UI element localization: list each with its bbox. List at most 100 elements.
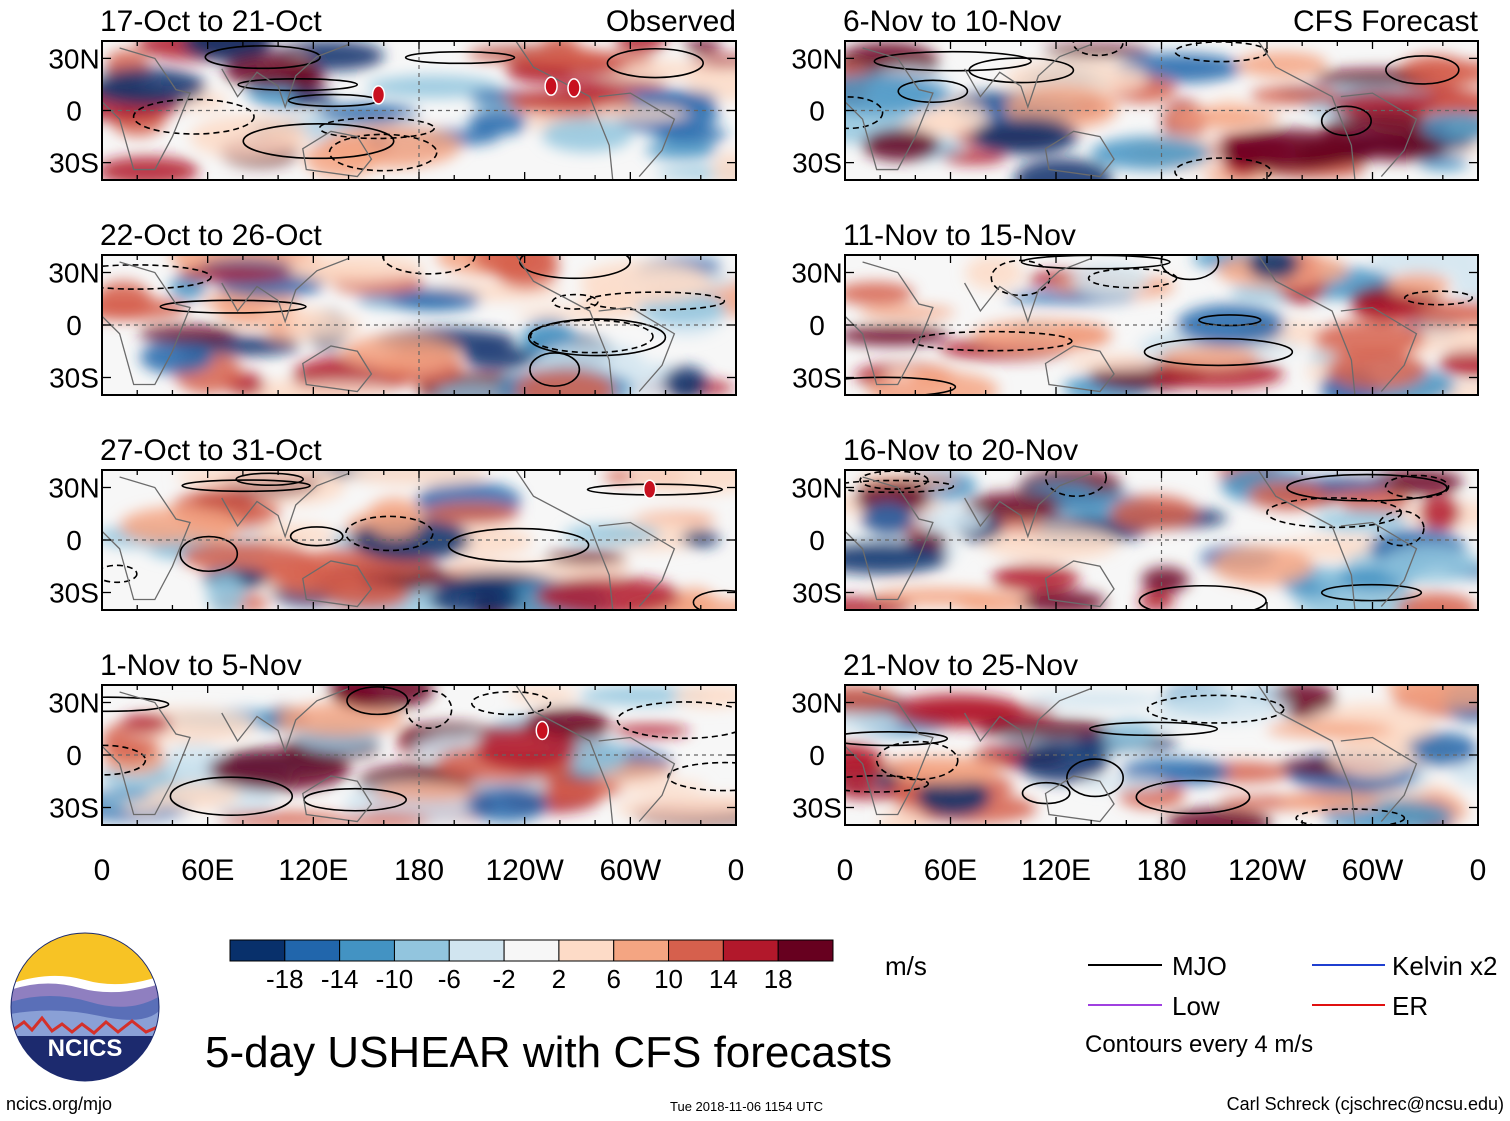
legend: MJO Kelvin x2 Low ER Contours every 4 m/…: [1085, 951, 1498, 1058]
colorbar-tick-label: -10: [376, 964, 414, 994]
y-tick-label: 30S: [792, 363, 842, 394]
panel-date-label: 27-Oct to 31-Oct: [100, 434, 322, 467]
colorbar-units: m/s: [885, 951, 927, 981]
mjo-contours: [845, 41, 1460, 180]
x-tick-label: 0: [1470, 854, 1487, 887]
y-tick-label: 30S: [792, 578, 842, 609]
coastlines: [845, 255, 1418, 395]
colorbar-tick-label: 10: [654, 964, 683, 994]
panel-1: 30N 0 30S 17-Oct to 21-Oct Observed: [48, 5, 737, 181]
panel-date-label: 1-Nov to 5-Nov: [100, 649, 302, 682]
y-tick-label: 30N: [791, 258, 842, 289]
y-tick-label: 30N: [48, 258, 99, 289]
panel-date-label: 11-Nov to 15-Nov: [843, 219, 1076, 252]
colorbar-swatch: [448, 939, 505, 962]
shading-field: [102, 255, 736, 395]
storm-marker: [567, 78, 581, 98]
column-label-left: Observed: [606, 5, 736, 38]
colorbar-swatch: [668, 939, 724, 962]
x-tick-label: 120W: [485, 854, 564, 887]
credit: Carl Schreck (cjschrec@ncsu.edu): [1226, 1094, 1504, 1114]
mjo-contours: [845, 694, 1406, 825]
legend-note: Contours every 4 m/s: [1085, 1031, 1313, 1058]
panel-5: 30N 0 30S 6-Nov to 10-Nov CFS Forecast: [791, 5, 1479, 181]
colorbar-tick-label: -14: [321, 964, 359, 994]
y-tick-label: 0: [809, 740, 825, 771]
x-tick-label: 60E: [924, 854, 977, 887]
y-tick-label: 30N: [48, 43, 99, 74]
site-url-link[interactable]: ncics.org/mjo: [6, 1094, 113, 1114]
x-tick-label: 120E: [278, 854, 348, 887]
mjo-contours: [102, 472, 736, 610]
colorbar-tick-label: 6: [606, 964, 620, 994]
colorbar-swatch: [284, 939, 341, 962]
x-tick-label: 60W: [1342, 854, 1404, 887]
y-tick-label: 30S: [49, 578, 99, 609]
colorbar-swatch: [777, 939, 834, 962]
y-tick-label: 30N: [791, 43, 842, 74]
mjo-contours: [845, 470, 1450, 610]
x-tick-label: 60E: [181, 854, 234, 887]
mjo-contours: [102, 686, 736, 816]
x-tick-label: 120W: [1228, 854, 1307, 887]
colorbar-swatch: [229, 939, 286, 962]
panel-date-label: 21-Nov to 25-Nov: [843, 649, 1078, 682]
coastlines: [102, 41, 676, 180]
colorbar-swatch: [393, 939, 450, 962]
y-tick-label: 0: [66, 740, 82, 771]
ncics-logo: NCICS: [10, 932, 160, 1082]
x-tick-label: 180: [1136, 854, 1186, 887]
panel-7: 30N 0 30S 16-Nov to 20-Nov: [791, 434, 1479, 611]
y-tick-label: 0: [809, 525, 825, 556]
page-title: 5-day USHEAR with CFS forecasts: [205, 1028, 893, 1077]
y-tick-label: 30S: [49, 793, 99, 824]
x-axis-left: 0 60E 120E 180 120W 60W 0: [94, 854, 745, 887]
colorbar-tick-label: 18: [764, 964, 793, 994]
panel-3: 30N 0 30S 27-Oct to 31-Oct: [48, 434, 737, 611]
colorbar-swatch: [503, 939, 560, 962]
x-tick-label: 0: [94, 854, 111, 887]
storm-marker: [371, 85, 386, 105]
mjo-contours: [845, 255, 1474, 395]
coastlines: [102, 470, 676, 610]
panel-date-label: 6-Nov to 10-Nov: [843, 5, 1061, 38]
shading-field: [102, 470, 736, 610]
x-tick-label: 120E: [1021, 854, 1091, 887]
y-tick-label: 0: [66, 96, 82, 127]
y-tick-label: 30S: [49, 363, 99, 394]
colorbar-tick-label: -6: [438, 964, 461, 994]
y-tick-label: 30S: [49, 148, 99, 179]
panel-date-label: 22-Oct to 26-Oct: [100, 219, 322, 252]
y-tick-label: 30S: [792, 793, 842, 824]
panel-6: 30N 0 30S 11-Nov to 15-Nov: [791, 219, 1479, 396]
x-tick-label: 0: [728, 854, 745, 887]
shading-field: [102, 41, 736, 180]
colorbar-swatch: [613, 939, 670, 962]
coastlines: [102, 685, 676, 825]
panel-8: 30N 0 30S 21-Nov to 25-Nov: [791, 649, 1479, 826]
legend-label-kelvin: Kelvin x2: [1392, 951, 1498, 981]
coastlines: [102, 255, 676, 395]
y-tick-label: 0: [809, 310, 825, 341]
panel-4: 30N 0 30S 1-Nov to 5-Nov: [48, 649, 737, 826]
colorbar-swatch: [558, 939, 615, 962]
y-tick-label: 0: [809, 96, 825, 127]
y-tick-label: 30N: [791, 688, 842, 719]
y-tick-label: 30N: [48, 688, 99, 719]
panel-2: 30N 0 30S 22-Oct to 26-Oct: [48, 219, 737, 396]
legend-label-low: Low: [1172, 991, 1220, 1021]
colorbar: -18 -14 -10 -6 -2 2 6 10 14 18: [229, 939, 834, 994]
shading-field: [845, 685, 1478, 825]
panel-date-label: 17-Oct to 21-Oct: [100, 5, 322, 38]
x-tick-label: 0: [837, 854, 854, 887]
y-tick-label: 0: [66, 310, 82, 341]
coastlines: [845, 685, 1418, 825]
x-tick-label: 180: [394, 854, 444, 887]
logo-text: NCICS: [48, 1035, 123, 1062]
panel-date-label: 16-Nov to 20-Nov: [843, 434, 1078, 467]
colorbar-swatch: [339, 939, 395, 962]
x-axis-right: 0 60E 120E 180 120W 60W 0: [837, 854, 1487, 887]
shading-field: [102, 685, 736, 825]
legend-label-er: ER: [1392, 991, 1428, 1021]
